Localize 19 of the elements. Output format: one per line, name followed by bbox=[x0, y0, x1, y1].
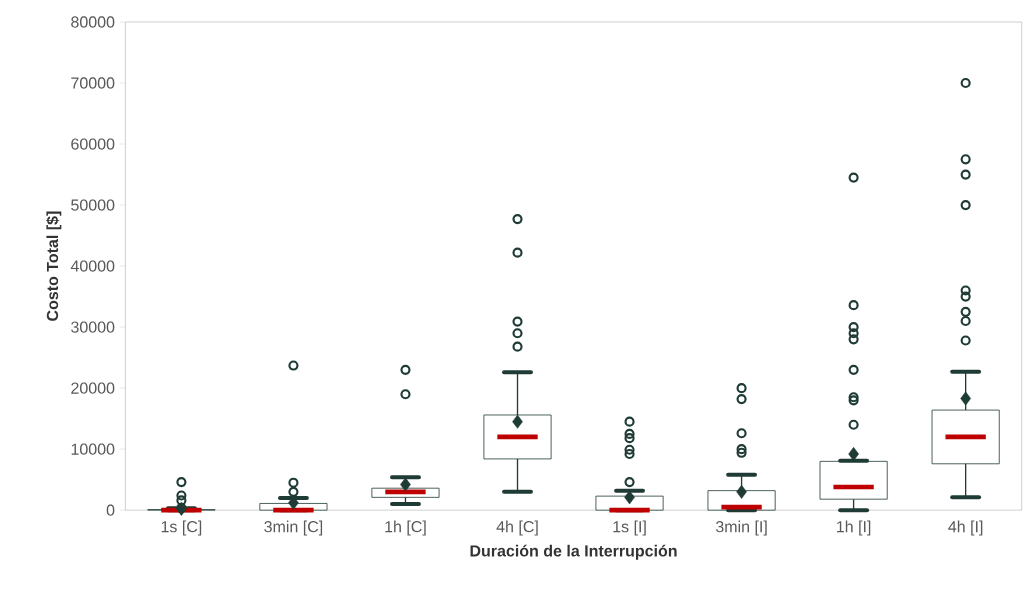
x-axis-title: Duración de la Interrupción bbox=[470, 544, 677, 560]
y-tick-label: 70000 bbox=[71, 77, 115, 89]
x-tick-label: 3min [C] bbox=[264, 520, 323, 536]
x-tick-label: 4h [C] bbox=[496, 520, 538, 536]
x-tick-label: 4h [I] bbox=[948, 520, 983, 536]
y-tick-label: 80000 bbox=[71, 16, 115, 28]
x-tick-label: 1h [C] bbox=[385, 520, 426, 536]
y-tick-label: 60000 bbox=[71, 138, 115, 150]
x-tick-label: 3min [I] bbox=[715, 520, 767, 536]
y-tick-label: 40000 bbox=[70, 260, 115, 272]
y-tick-label: 10000 bbox=[71, 443, 115, 455]
y-tick-label: 30000 bbox=[71, 321, 115, 333]
y-tick-label: 0 bbox=[106, 504, 115, 516]
x-tick-label: 1h [I] bbox=[837, 520, 871, 536]
x-tick-label: 1s [I] bbox=[613, 520, 646, 536]
y-tick-label: 50000 bbox=[71, 199, 115, 211]
y-axis-title: Costo Total [$] bbox=[46, 211, 62, 321]
x-tick-label: 1s [C] bbox=[161, 520, 202, 536]
y-tick-label: 20000 bbox=[71, 382, 115, 394]
